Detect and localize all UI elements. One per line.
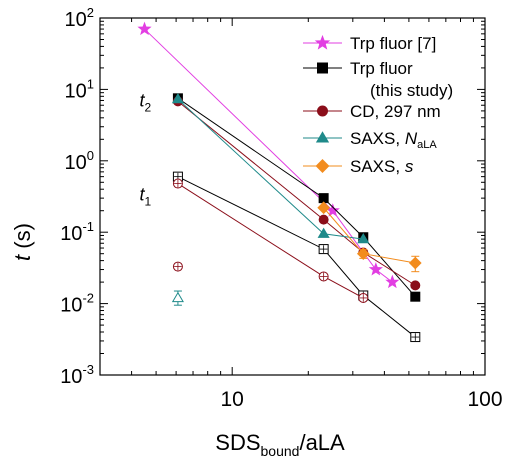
plot-area	[100, 18, 485, 375]
y-axis-label: t (s)	[10, 223, 35, 261]
legend-entry-saxs_n: SAXS, NaLA	[303, 129, 437, 151]
series-saxs_s-point	[408, 256, 422, 270]
series-trp_this-point	[318, 193, 329, 204]
plot-frame	[99, 17, 486, 376]
y-tick-base: 10	[60, 295, 82, 317]
y-tick-exponent: 2	[87, 5, 94, 20]
series-saxs_n	[171, 92, 370, 306]
y-tick-exponent: -2	[82, 291, 94, 306]
legend-entry-saxs_s: SAXS, s	[303, 157, 414, 176]
legend-entry-cd: CD, 297 nm	[303, 102, 441, 121]
series-trp_this-line	[177, 97, 416, 298]
series-trp_lit-point	[137, 21, 152, 36]
plot-background	[100, 18, 485, 375]
x-axis-label-main: SDS	[215, 430, 260, 455]
series-layer	[137, 21, 422, 343]
series-trp_lit-point	[368, 262, 383, 276]
legend-label-part: SAXS,	[350, 129, 405, 148]
annotation-t2: t2	[140, 90, 152, 114]
series-cd-point	[410, 280, 421, 291]
series-trp_this-point	[410, 291, 421, 302]
y-tick-label: 10-3	[60, 362, 94, 388]
x-tick-label: 100	[467, 388, 502, 411]
y-tick-label: 10-2	[60, 291, 94, 317]
legend-label-part: aLA	[417, 139, 437, 151]
series-saxs_s	[317, 201, 422, 273]
legend-label: CD, 297 nm	[350, 102, 441, 121]
series-saxs_n-point	[317, 227, 330, 238]
series-trp_this-line	[177, 176, 416, 338]
series-trp_lit	[137, 21, 400, 289]
y-tick-exponent: 1	[87, 76, 94, 91]
y-tick-label: 101	[65, 76, 94, 102]
legend-entry-trp_lit: Trp fluor [7]	[303, 34, 436, 53]
series-saxs_n-point	[171, 291, 184, 303]
legend-label-part: SAXS,	[350, 157, 405, 176]
series-saxs_n-point	[357, 232, 370, 244]
x-axis-label-sub: bound	[261, 443, 300, 459]
y-tick-exponent: -3	[82, 362, 94, 377]
y-tick-label: 10-1	[60, 219, 94, 245]
y-tick-base: 10	[65, 80, 87, 102]
legend-marker	[317, 62, 328, 74]
series-trp_lit-line	[144, 28, 393, 283]
legend-label-part: s	[405, 157, 414, 176]
y-tick-label: 102	[65, 5, 94, 31]
legend-label: SAXS, NaLA	[350, 129, 437, 151]
y-tick-exponent: -1	[82, 219, 94, 234]
annotation-t2-sub: 2	[145, 100, 152, 114]
series-saxs_s-point	[317, 201, 330, 215]
annotation-t1: t1	[140, 184, 152, 208]
x-tick-label: 10	[221, 388, 244, 411]
series-trp_lit-point	[385, 274, 400, 289]
annotation-t1-symbol: t	[140, 184, 146, 204]
legend: Trp fluor [7] Trp fluor (this study) CD, 29…	[303, 34, 453, 176]
y-tick-base: 10	[60, 223, 82, 245]
y-axis-label-symbol: t	[10, 254, 35, 261]
x-axis-label-suffix: /aLA	[299, 430, 345, 455]
y-tick-base: 10	[60, 366, 82, 388]
series-cd-point	[318, 214, 329, 225]
legend-label-part: N	[405, 129, 418, 148]
legend-entry-trp_this: Trp fluor (this study)	[303, 59, 453, 100]
legend-label: SAXS, s	[350, 157, 414, 176]
y-axis-label-unit: (s)	[10, 223, 35, 255]
legend-marker	[317, 105, 328, 117]
series-saxs_s-point	[356, 247, 370, 261]
y-tick-base: 10	[65, 9, 87, 31]
legend-marker	[315, 159, 330, 173]
y-tick-exponent: 0	[87, 148, 94, 163]
annotation-t2-symbol: t	[140, 90, 146, 110]
legend-marker	[315, 131, 330, 143]
legend-label-line2: (this study)	[370, 81, 453, 100]
legend-label: Trp fluor [7]	[350, 34, 436, 53]
legend-label: Trp fluor	[350, 59, 413, 78]
y-tick-label: 100	[65, 148, 94, 174]
legend-marker	[314, 34, 331, 50]
annotation-t1-sub: 1	[145, 194, 152, 208]
x-axis-label: SDSbound/aLA	[215, 430, 345, 459]
y-tick-base: 10	[65, 152, 87, 174]
series-saxs_n-point	[171, 92, 184, 104]
